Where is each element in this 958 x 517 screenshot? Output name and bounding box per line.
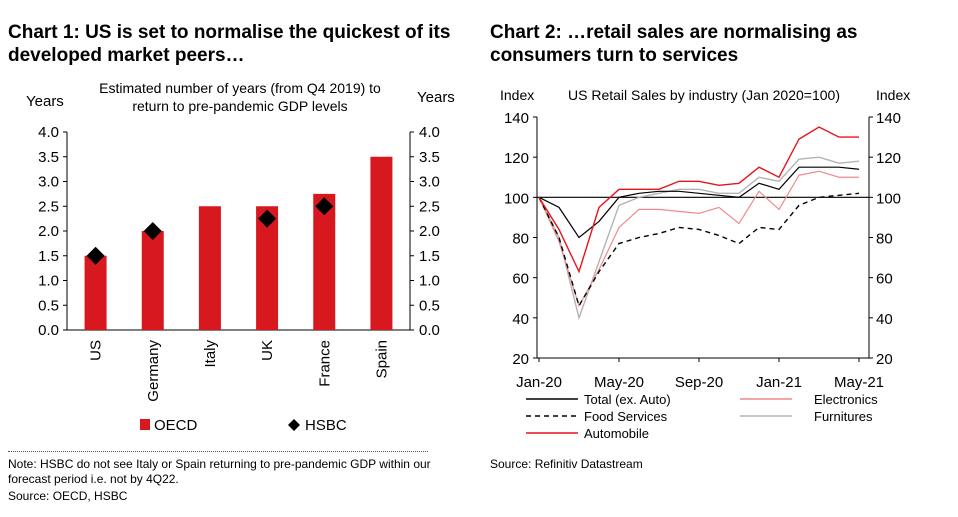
chart2-y-tick-right: 20 [876,351,893,368]
chart1-note: Note: HSBC do not see Italy or Spain ret… [8,457,431,486]
chart2-y-tick-right: 120 [876,150,901,167]
chart2-y-tick-left: 100 [504,190,529,207]
chart1-x-tick-label: Spain [373,340,390,378]
chart1-bar [313,193,336,330]
chart2-y-tick-right: 80 [876,231,893,248]
chart2-y-tick-right: 140 [876,110,901,127]
chart2-svg: Index US Retail Sales by industry (Jan 20… [500,87,910,441]
chart2-y-tick-right: 100 [876,190,901,207]
chart1-y-tick-right: 3.0 [419,174,440,191]
chart2-series-line [538,192,860,308]
chart1-y-tick-left: 4.0 [38,124,59,141]
chart2-series-line [538,126,859,274]
chart1-heading: Chart 1: US is set to normalise the quic… [8,22,451,66]
chart2-y-tick-right: 40 [876,311,893,328]
chart1-y-tick-right: 0.5 [419,297,440,314]
chart2-x-tick-label: Sep-20 [675,374,723,391]
chart1-y-tick-right: 3.5 [419,149,440,166]
chart2-series-line [538,170,859,308]
note-divider [8,451,428,452]
chart2-y-tick-left: 120 [504,150,529,167]
chart2-x-tick-label: Jan-21 [756,374,802,391]
chart2-legend-label: Automobile [584,426,649,441]
chart2-y-tick-left: 60 [512,271,529,288]
chart1-y-tick-left: 2.0 [38,223,59,240]
chart1-x-tick-label: France [316,340,333,387]
chart2-y-axis-label-left: Index [500,87,534,103]
chart2-heading: Chart 2: …retail sales are normalising a… [490,22,858,66]
chart2-legend-label: Electronics [814,392,878,407]
chart1-x-tick-label: Germany [145,340,162,402]
chart1-svg: Estimated number of years (from Q4 2019)… [26,80,455,434]
chart1-legend-hsbc-marker [288,419,300,431]
chart1-y-axis-label-left: Years [26,93,64,110]
chart2-x-tick-label: May-21 [834,374,884,391]
chart2-series-line [538,156,860,321]
chart1-hsbc-marker [143,222,162,240]
chart1-hsbc-marker [258,209,277,228]
chart1-hsbc-marker [86,246,105,265]
chart2-y-tick-left: 140 [504,110,529,127]
chart1-y-tick-right: 1.5 [419,248,440,265]
chart2-subtitle: US Retail Sales by industry (Jan 2020=10… [568,87,840,103]
chart1-bar [84,255,107,330]
chart1-subtitle-line2: return to pre-pandemic GDP levels [132,98,347,114]
chart2-y-tick-left: 20 [512,351,529,368]
chart1-y-tick-left: 1.5 [38,248,59,265]
chart1-bar [256,206,279,330]
chart1-y-tick-left: 3.0 [38,174,59,191]
chart1-bar [198,206,221,330]
chart1-y-tick-left: 3.5 [38,149,59,166]
chart1-legend-oecd-swatch [140,419,150,430]
chart1-y-tick-right: 4.0 [419,124,440,141]
chart2-source: Source: Refinitiv Datastream [490,457,643,471]
chart1-y-tick-right: 0.0 [419,322,440,339]
chart2-series-line [538,166,860,239]
chart2-x-tick-label: Jan-20 [516,374,562,391]
chart1-y-axis-label-right: Years [417,89,455,106]
chart1-y-tick-left: 0.5 [38,297,59,314]
chart1-bar [370,156,393,330]
chart2-x-tick-label: May-20 [594,374,644,391]
chart1-x-tick-label: UK [259,340,276,361]
chart2-y-tick-right: 60 [876,271,893,288]
chart2-legend-label: Furnitures [814,409,873,424]
chart1-hsbc-marker [315,197,334,216]
chart1-x-tick-label: Italy [202,340,219,368]
chart1-y-tick-left: 1.0 [38,273,59,290]
chart1-y-tick-left: 2.5 [38,198,59,215]
chart1-y-tick-left: 0.0 [38,322,59,339]
chart2-y-tick-left: 40 [512,311,529,328]
chart2-y-axis-label-right: Index [876,87,910,103]
chart1-legend-hsbc-label: HSBC [305,417,347,434]
chart1-subtitle-line1: Estimated number of years (from Q4 2019)… [99,80,381,96]
chart1-y-tick-right: 2.5 [419,198,440,215]
chart1-legend-oecd-label: OECD [154,417,198,434]
chart2-y-tick-left: 80 [512,231,529,248]
chart2-legend-label: Food Services [584,409,668,424]
chart1-bar [141,231,164,330]
chart1-source: Source: OECD, HSBC [8,489,128,503]
chart2-legend-label: Total (ex. Auto) [584,392,671,407]
chart1-y-tick-right: 2.0 [419,223,440,240]
chart1-y-tick-right: 1.0 [419,273,440,290]
chart1-x-tick-label: US [88,340,105,361]
